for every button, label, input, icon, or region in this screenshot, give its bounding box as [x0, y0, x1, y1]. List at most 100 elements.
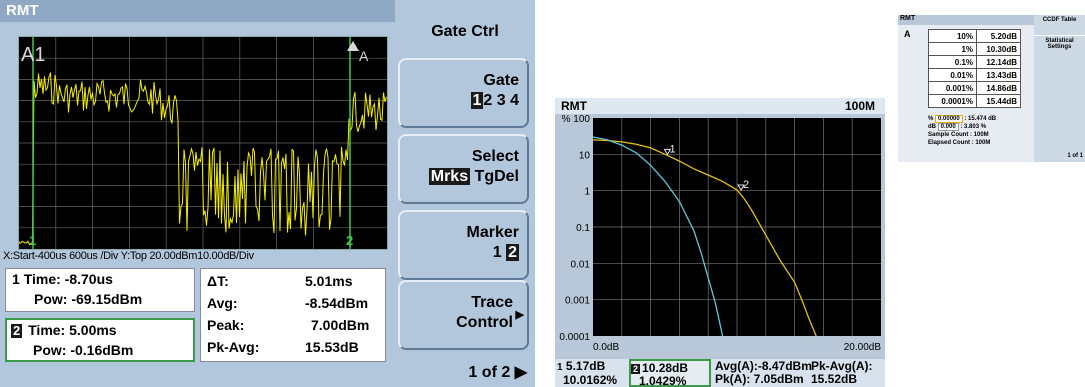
ccdf-m2-num: 2 — [631, 364, 641, 374]
gate-selected: 1 — [470, 92, 484, 109]
marker-1-time-value: -8.70us — [64, 271, 113, 287]
probability-cell: 0.01% — [928, 68, 977, 82]
page-indicator[interactable]: 1 of 2 ▶ — [468, 364, 527, 381]
marker-softkey[interactable]: Marker 1 2 — [398, 210, 529, 280]
plot-grid — [19, 37, 387, 249]
select-other: TgDel — [474, 168, 519, 185]
ccdf-marker-1-icon — [663, 148, 672, 156]
avg-label: Avg: — [207, 295, 238, 311]
ccdf-table-screen: RMT A 10% 5.20dB 1% 10.30dB 0.1% 12.14dB 0.01%… — [898, 15, 1085, 162]
ccdf-m1-num: 1 — [557, 362, 563, 373]
gate-label: A — [359, 48, 369, 64]
marker-1-pow-label: Pow: — [34, 291, 68, 307]
select-softkey-label: Select — [471, 148, 519, 165]
gate-softkey-label: Gate — [483, 72, 519, 89]
submenu-arrow-icon: ▶ — [515, 309, 524, 321]
peak-value: 7.00dBm — [311, 317, 370, 333]
ccdf-marker-1-readout[interactable]: 1 5.17dB 10.0162% — [557, 359, 627, 387]
gate-options: 2 3 4 — [483, 92, 519, 109]
peak-label: Peak: — [207, 317, 245, 333]
ccdf-avg-pk: Avg(A):-8.47dBm Pk(A): 7.05dBm — [715, 359, 825, 387]
table-row: 1% 10.30dB — [928, 42, 1021, 56]
pk-avg-value: 15.53dB — [305, 339, 359, 355]
elapsed-count: Elapsed Count : 100M — [928, 140, 991, 146]
marker-2-num: 2 — [11, 323, 23, 338]
ccdf-m2-pct: 1.0429% — [639, 374, 687, 387]
marker-1-pow-value: -69.15dBm — [71, 291, 143, 307]
marker-option-1: 1 — [492, 244, 502, 261]
ccdf-pk-avg: Pk-Avg(A): 15.52dB — [811, 359, 885, 387]
ccdf-title: RMT — [561, 99, 587, 113]
ccdf-pk-avg-value: 15.52dB — [811, 372, 858, 386]
y-tick-label: 0.001 — [565, 296, 590, 307]
y-tick-label: % 100 — [562, 114, 591, 125]
db-input[interactable]: 0.000 — [937, 123, 959, 131]
trace-label: A1 — [21, 44, 45, 66]
ccdf-series — [592, 136, 817, 337]
delta-readout: ΔT: 5.01ms Avg: -8.54dBm Peak: 7.00dBm P… — [200, 268, 386, 362]
marker-1-readout[interactable]: 1 Time: -8.70us Pow: -69.15dBm — [5, 268, 195, 312]
trace-control-line2: Control — [456, 314, 513, 331]
marker-2-readout[interactable]: 2 Time: 5.00ms Pow: -0.16dBm — [5, 318, 195, 362]
ccdf-series-line-1 — [592, 139, 817, 337]
pk-avg-label: Pk-Avg: — [207, 339, 260, 355]
probability-cell: 1% — [928, 42, 977, 56]
ccdf-chart-svg: % 100 10 1 0.1 0.01 0.001 0.0001 1 2 0.0dB 20.… — [555, 114, 885, 359]
select-softkey[interactable]: Select Mrks TgDel — [398, 134, 529, 204]
ccdf-x-end: 20.00dB — [844, 342, 882, 353]
power-cell: 15.44dB — [976, 94, 1021, 108]
db-input-result: : 3.803 % — [960, 124, 987, 130]
screen-title: RMT — [0, 0, 395, 22]
ccdf-plot: % 100 10 1 0.1 0.01 0.001 0.0001 1 2 0.0dB 20.… — [555, 114, 885, 359]
ccdf-marker-2-icon — [737, 184, 745, 192]
table-row: 0.001% 14.86dB — [928, 81, 1021, 95]
power-cell: 5.20dB — [976, 29, 1021, 43]
power-cell: 14.86dB — [976, 81, 1021, 95]
db-input-label: dB — [928, 124, 936, 130]
ccdf-pk-avg-label: Pk-Avg(A): — [811, 359, 873, 373]
y-tick-label: 10 — [579, 150, 591, 161]
ccdf-marker-1-label: 1 — [669, 143, 675, 155]
sample-count: Sample Count : 100M — [928, 132, 989, 138]
time-trace-svg: A1 A 1 2 — [19, 37, 387, 249]
statistical-settings-softkey[interactable]: Statistical Settings — [1034, 35, 1085, 52]
ccdf-x-start: 0.0dB — [593, 342, 619, 353]
stat-title: RMT — [898, 15, 1034, 25]
stat-page-indicator[interactable]: 1 of 1 — [1067, 153, 1083, 159]
probability-cell: 0.1% — [928, 55, 977, 69]
ccdf-grid — [593, 118, 881, 336]
trace-control-softkey[interactable]: Trace Control ▶ — [398, 280, 529, 350]
power-cell: 13.43dB — [976, 68, 1021, 82]
ccdf-marker-2-label: 2 — [743, 179, 749, 191]
marker-softkey-label: Marker — [466, 224, 519, 241]
y-tick-label: 1 — [584, 187, 590, 198]
ccdf-marker-2-readout[interactable]: 2 10.28dB 1.0429% — [629, 359, 711, 387]
pct-input-result: : 15.474 dB — [964, 116, 997, 122]
marker-1-label: 1 — [29, 233, 36, 248]
ccdf-screen: RMT 100M % 100 10 1 0.1 0.01 0.001 0.0001 1 2 … — [555, 98, 885, 387]
time-domain-plot: A1 A 1 2 — [18, 36, 388, 250]
stat-trace-label: A — [904, 29, 911, 39]
pct-input[interactable]: 0.00000 — [935, 115, 963, 123]
ccdf-m1-db: 5.17dB — [565, 359, 606, 373]
table-row: 0.0001% 15.44dB — [928, 94, 1021, 108]
select-selected: Mrks — [428, 168, 471, 185]
ccdf-readout: 1 5.17dB 10.0162% 2 10.28dB 1.0429% Avg(A… — [555, 359, 885, 387]
ccdf-series-line-2 — [592, 136, 724, 337]
marker-2-time-label: Time: — [28, 322, 66, 338]
marker-2-label: 2 — [346, 233, 353, 248]
table-row: 0.01% 13.43dB — [928, 68, 1021, 82]
table-row: 0.1% 12.14dB — [928, 55, 1021, 69]
menu-title: Gate Ctrl — [395, 0, 535, 52]
ccdf-value-table: 10% 5.20dB 1% 10.30dB 0.1% 12.14dB 0.01% 13.43d… — [928, 29, 1021, 108]
y-tick-label: 0.0001 — [559, 332, 590, 343]
marker-1-time-label: Time: — [23, 271, 61, 287]
marker-2-time-value: 5.00ms — [69, 322, 117, 338]
power-cell: 10.30dB — [976, 42, 1021, 56]
pct-input-label: % — [928, 116, 934, 122]
power-cell: 12.14dB — [976, 55, 1021, 69]
gated-measurement-screen: RMT A1 A 1 2 X:Start-400us 600us /Div Y:… — [0, 0, 395, 387]
gate-arrow-icon — [347, 41, 359, 51]
